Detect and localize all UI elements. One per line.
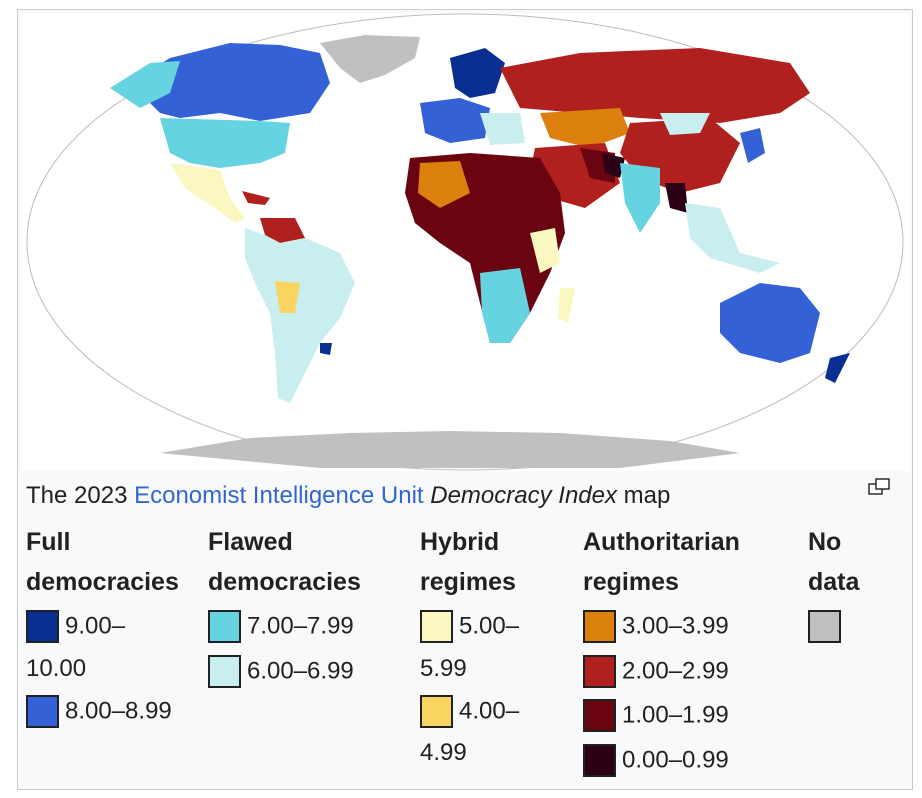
legend-item: 7.00–7.99: [208, 606, 398, 647]
legend-swatch: [808, 610, 841, 644]
region-afghanistan: [602, 153, 625, 178]
legend-swatch: [420, 694, 453, 728]
region-russia: [500, 48, 810, 123]
world-map-svg: [26, 13, 904, 471]
region-antarctica: [160, 431, 740, 468]
map-figure: The 2023 Economist Intelligence Unit Dem…: [17, 9, 913, 790]
world-map[interactable]: [20, 13, 910, 471]
region-mongolia: [660, 113, 710, 135]
legend-item: 5.00– 5.99: [420, 606, 570, 691]
region-usa: [160, 118, 290, 168]
region-greenland: [320, 35, 420, 83]
legend-item: 2.00–2.99: [583, 651, 783, 692]
legend-swatch: [420, 610, 453, 644]
region-venezuela: [260, 218, 305, 243]
legend-item: 9.00– 10.00: [26, 606, 201, 691]
legend-item: [808, 606, 898, 646]
region-southern-africa: [480, 268, 530, 343]
legend-item: 3.00–3.99: [583, 606, 783, 647]
region-mexico: [170, 163, 245, 223]
region-bolivia: [275, 281, 300, 313]
legend-swatch: [208, 610, 241, 644]
legend-flawed-democracies: Flawed democracies 7.00–7.99 6.00–6.99: [208, 522, 398, 691]
legend-heading: Hybrid regimes: [420, 528, 516, 596]
legend-no-data: No data: [808, 522, 898, 646]
legend-swatch: [583, 744, 616, 778]
region-scandinavia: [450, 48, 505, 98]
legend-heading: Authoritarian regimes: [583, 528, 740, 596]
legend-item: 0.00–0.99: [583, 740, 783, 781]
legend-full-democracies: Full democracies 9.00– 10.00 8.00–8.99: [26, 522, 201, 731]
legend-item: 6.00–6.99: [208, 651, 398, 692]
legend-heading: No data: [808, 528, 860, 596]
legend-swatch: [26, 610, 59, 644]
region-kazakhstan: [540, 108, 630, 148]
region-western-europe: [420, 98, 490, 143]
region-east-africa: [530, 228, 560, 273]
legend-heading: Flawed democracies: [208, 528, 361, 596]
region-canada: [130, 43, 330, 121]
caption-italic-title: Democracy Index: [430, 482, 617, 509]
region-cuba: [242, 191, 270, 205]
region-japan: [740, 128, 765, 163]
legend-authoritarian-regimes: Authoritarian regimes 3.00–3.99 2.00–2.9…: [583, 522, 783, 781]
region-north-africa-west: [418, 161, 470, 208]
region-new-zealand: [825, 353, 850, 383]
legend-swatch: [583, 654, 616, 688]
legend-hybrid-regimes: Hybrid regimes 5.00– 5.99 4.00– 4.99: [420, 522, 570, 775]
region-southeast-asia: [685, 203, 780, 273]
legend-swatch: [583, 610, 616, 644]
legend-swatch: [26, 694, 59, 728]
legend-item: 8.00–8.99: [26, 691, 201, 732]
map-caption: The 2023 Economist Intelligence Unit Dem…: [26, 480, 670, 512]
region-south-america: [245, 228, 355, 403]
caption-suffix: map: [617, 482, 671, 509]
enlarge-icon[interactable]: [868, 478, 890, 496]
region-australia: [720, 283, 820, 363]
legend-item: 1.00–1.99: [583, 695, 783, 736]
legend-swatch: [208, 654, 241, 688]
region-madagascar: [558, 288, 575, 323]
region-alaska: [110, 61, 180, 108]
region-india: [620, 163, 660, 233]
legend-swatch: [583, 699, 616, 733]
legend-heading: Full democracies: [26, 528, 179, 596]
region-myanmar: [665, 183, 688, 213]
legend-item: 4.00– 4.99: [420, 691, 570, 776]
caption-prefix: The 2023: [26, 482, 135, 509]
caption-link-eiu[interactable]: Economist Intelligence Unit: [134, 482, 424, 509]
region-eastern-europe: [480, 113, 525, 145]
region-uruguay: [320, 343, 332, 355]
